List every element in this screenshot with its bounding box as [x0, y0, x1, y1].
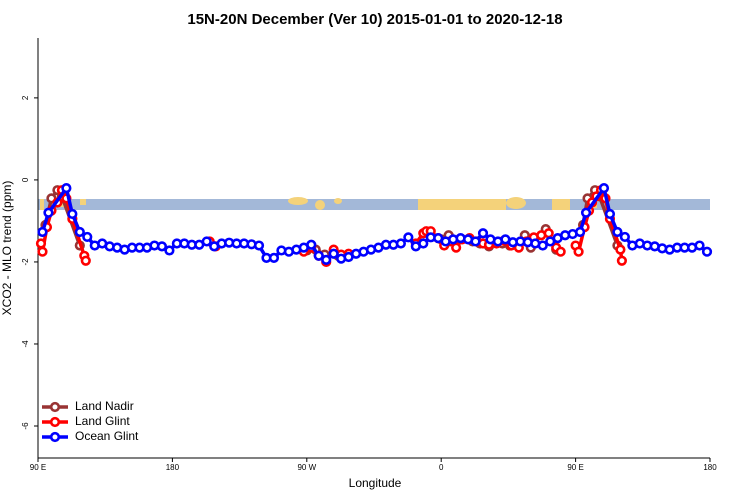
data-point: [477, 228, 489, 239]
y-tick-label: -6: [21, 422, 30, 430]
legend-label: Ocean Glint: [75, 429, 139, 443]
data-point: [164, 245, 175, 256]
data-point: [555, 246, 566, 257]
data-point: [580, 207, 592, 218]
legend-marker: [49, 431, 61, 443]
data-point: [395, 238, 406, 249]
data-point: [37, 226, 48, 238]
legend-marker: [49, 416, 61, 428]
data-point: [574, 226, 586, 238]
y-axis-label: XCO2 - MLO trend (ppm): [0, 181, 14, 316]
data-point: [451, 242, 462, 253]
data-point: [306, 239, 317, 250]
x-tick-label: 0: [439, 463, 444, 472]
legend-marker: [49, 401, 61, 413]
data-point: [253, 240, 265, 251]
data-point: [268, 252, 280, 263]
y-tick-label: -2: [21, 258, 30, 266]
x-tick-label: 180: [703, 463, 717, 472]
data-point: [619, 231, 630, 243]
data-point: [418, 238, 429, 249]
data-point: [470, 236, 481, 247]
legend-label: Land Glint: [75, 414, 130, 428]
data-point: [67, 208, 78, 220]
data-point: [543, 228, 554, 239]
data-point: [35, 238, 47, 249]
y-tick-label: -4: [21, 340, 30, 348]
data-point: [537, 240, 548, 251]
data-point: [701, 246, 713, 257]
legend-label: Land Nadir: [75, 399, 134, 413]
x-tick-label: 90 E: [30, 463, 46, 472]
data-point: [573, 246, 584, 257]
data-point: [694, 240, 705, 251]
data-point: [74, 226, 85, 238]
data-point: [616, 255, 627, 266]
data-point: [321, 254, 332, 265]
data-point: [82, 231, 93, 243]
data-point: [80, 255, 91, 266]
x-tick-label: 90 W: [297, 463, 316, 472]
y-tick-label: 2: [21, 95, 30, 100]
data-point: [201, 236, 212, 247]
chart-title: 15N-20N December (Ver 10) 2015-01-01 to …: [187, 11, 562, 28]
data-point: [604, 208, 616, 220]
x-axis-label: Longitude: [349, 476, 402, 490]
data-point: [615, 244, 626, 255]
data-point: [61, 183, 72, 194]
data-point: [43, 207, 54, 218]
x-tick-label: 180: [166, 463, 180, 472]
data-point: [156, 241, 168, 252]
data-point: [403, 232, 414, 243]
y-tick-label: 0: [21, 177, 30, 182]
data-point: [313, 250, 324, 261]
data-point: [37, 246, 48, 257]
x-tick-label: 90 E: [567, 463, 583, 472]
data-point: [328, 248, 339, 259]
data-point: [598, 183, 610, 194]
data-point: [612, 226, 623, 238]
